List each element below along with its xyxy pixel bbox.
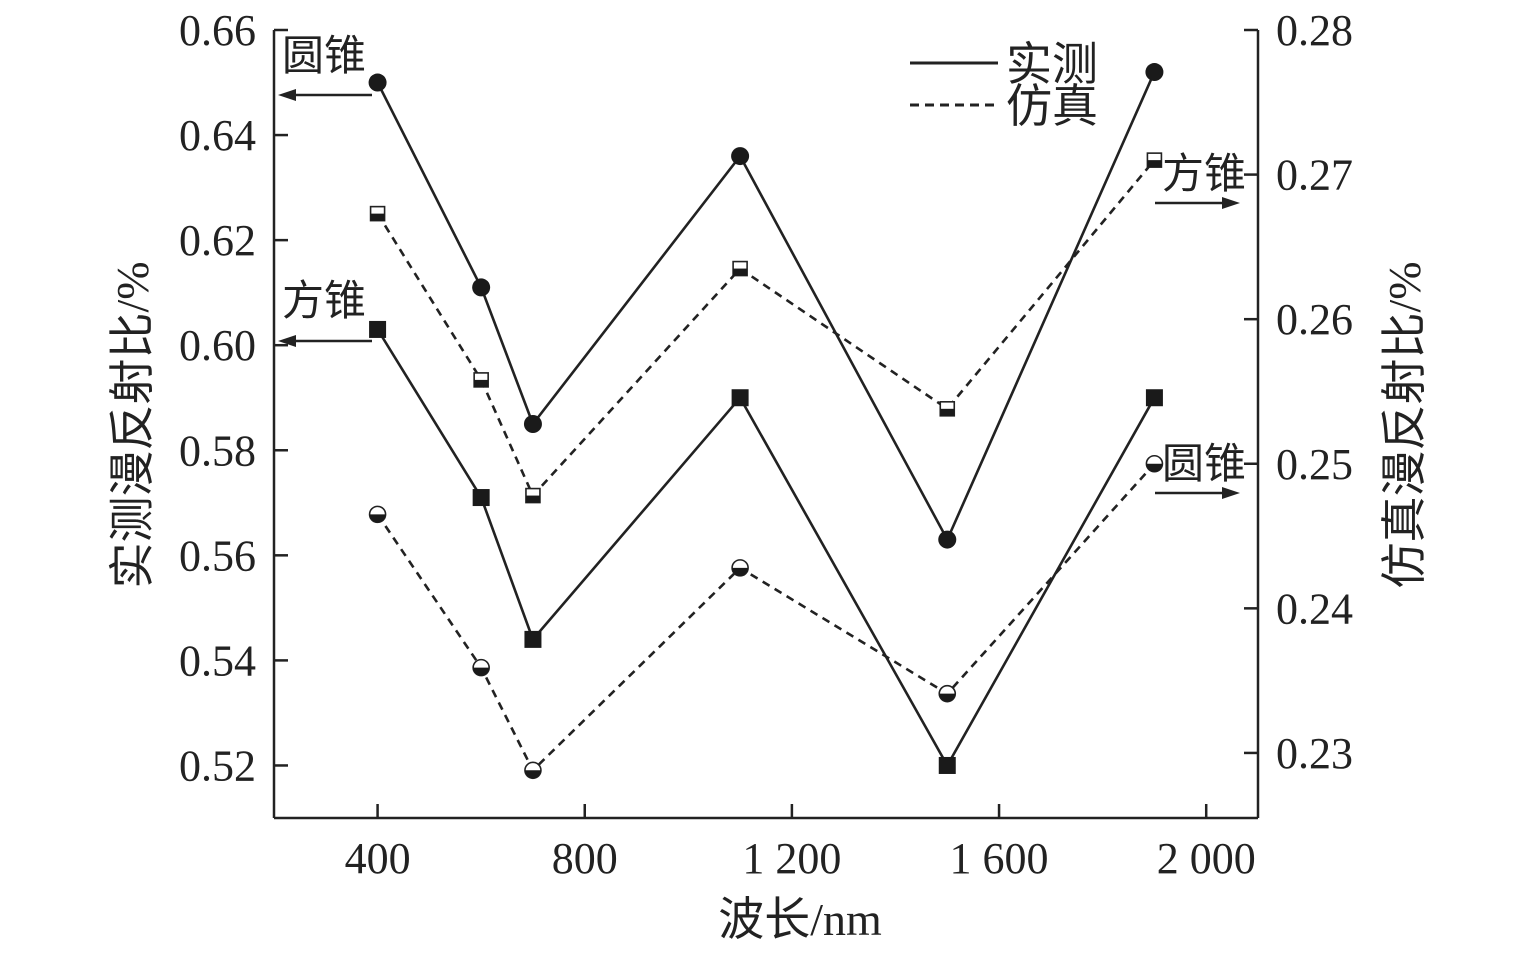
left-y-tick-label: 0.52 bbox=[179, 741, 256, 790]
marker-fill bbox=[525, 495, 540, 503]
series-simulated-square-point bbox=[369, 205, 386, 222]
series-simulated-cone-point bbox=[1145, 454, 1164, 473]
marker-fill bbox=[733, 268, 748, 276]
legend: 实测 仿真 bbox=[910, 39, 1098, 132]
annotation-cone-simulated: 圆锥 bbox=[1155, 442, 1246, 499]
marker-fill bbox=[732, 567, 749, 576]
left-y-axis-title: 实测漫反射比/% bbox=[107, 261, 158, 588]
right-y-tick-label: 0.25 bbox=[1276, 440, 1353, 489]
x-tick-label: 1 600 bbox=[950, 834, 1049, 883]
left-y-tick-label: 0.60 bbox=[179, 321, 256, 370]
series-simulated-cone-point bbox=[368, 505, 387, 524]
marker-fill bbox=[939, 693, 956, 702]
marker-fill bbox=[370, 213, 385, 221]
series-simulated-cone-point bbox=[938, 684, 957, 703]
series-measured-square-point bbox=[524, 630, 542, 648]
annotation-label: 圆锥 bbox=[1162, 442, 1246, 488]
series-simulated-square-point bbox=[473, 372, 489, 388]
marker-fill bbox=[1147, 160, 1162, 168]
left-y-tick-label: 0.64 bbox=[179, 111, 256, 160]
x-tick-label: 800 bbox=[552, 834, 618, 883]
series-measured-cone-point bbox=[368, 73, 387, 92]
series-simulated-square-point bbox=[1146, 152, 1163, 168]
x-axis-title: 波长/nm bbox=[718, 894, 882, 945]
series-simulated-cone-line bbox=[376, 462, 1156, 773]
series-simulated-square-line bbox=[376, 159, 1156, 498]
plot-frame bbox=[272, 28, 1260, 820]
series-measured-cone-line bbox=[376, 71, 1156, 543]
arrow-left-icon bbox=[278, 335, 296, 347]
series-measured-square-point bbox=[472, 489, 490, 507]
series-simulated-cone-point bbox=[524, 761, 542, 780]
left-y-tick-label: 0.54 bbox=[179, 636, 256, 685]
series-measured-cone-point bbox=[938, 530, 957, 549]
left-y-tick-label: 0.66 bbox=[179, 6, 256, 55]
right-y-tick-label: 0.27 bbox=[1276, 151, 1353, 200]
marker-fill bbox=[524, 770, 541, 779]
right-y-axis-title: 仿真漫反射比/% bbox=[1379, 261, 1430, 588]
series-measured-square-point bbox=[1145, 389, 1163, 407]
right-y-tick-label: 0.23 bbox=[1276, 729, 1353, 778]
series-measured-square-point bbox=[938, 756, 956, 774]
right-y-tick-label: 0.28 bbox=[1276, 6, 1353, 55]
series-measured-square-point bbox=[369, 320, 387, 338]
left-y-tick-label: 0.62 bbox=[179, 216, 256, 265]
series-measured-cone-point bbox=[472, 278, 491, 297]
series-simulated-square-point bbox=[732, 260, 748, 277]
series-group bbox=[376, 71, 1156, 773]
label-group: 波长/nm 实测漫反射比/% 仿真漫反射比/% 实测 仿真 圆锥 方锥 方锥 圆… bbox=[107, 6, 1430, 945]
series-simulated-cone-point bbox=[472, 658, 490, 677]
x-tick-label: 2 000 bbox=[1157, 834, 1256, 883]
left-y-tick-label: 0.56 bbox=[179, 531, 256, 580]
annotation-cone-measured: 圆锥 bbox=[278, 34, 372, 101]
arrow-right-icon bbox=[1222, 487, 1240, 499]
marker-group bbox=[368, 63, 1164, 780]
x-tick-label: 1 200 bbox=[742, 834, 841, 883]
right-y-tick-label: 0.24 bbox=[1276, 584, 1353, 633]
series-measured-square-line bbox=[376, 328, 1156, 769]
series-simulated-square-point bbox=[939, 401, 956, 417]
marker-fill bbox=[1146, 463, 1163, 472]
series-measured-cone-point bbox=[523, 415, 542, 433]
x-tick-label: 400 bbox=[345, 834, 411, 883]
legend-label-simulated: 仿真 bbox=[1006, 81, 1098, 132]
annotation-square-simulated: 方锥 bbox=[1155, 152, 1246, 209]
right-y-tick-label: 0.26 bbox=[1276, 295, 1353, 344]
annotation-label: 方锥 bbox=[1162, 152, 1246, 198]
series-simulated-cone-point bbox=[731, 559, 749, 577]
marker-fill bbox=[473, 667, 490, 676]
annotation-label: 圆锥 bbox=[282, 34, 366, 80]
arrow-right-icon bbox=[1222, 197, 1240, 209]
arrow-left-icon bbox=[278, 89, 296, 101]
annotation-label: 方锥 bbox=[282, 279, 366, 325]
series-measured-square-point bbox=[731, 389, 749, 407]
legend-label-measured: 实测 bbox=[1006, 39, 1098, 90]
left-y-tick-label: 0.58 bbox=[179, 426, 256, 475]
series-measured-cone-point bbox=[1145, 63, 1164, 82]
marker-fill bbox=[474, 379, 489, 387]
series-measured-cone-point bbox=[731, 147, 750, 166]
marker-fill bbox=[369, 514, 386, 523]
marker-fill bbox=[940, 408, 955, 416]
series-simulated-square-point bbox=[525, 487, 541, 504]
annotation-square-measured: 方锥 bbox=[278, 279, 372, 347]
